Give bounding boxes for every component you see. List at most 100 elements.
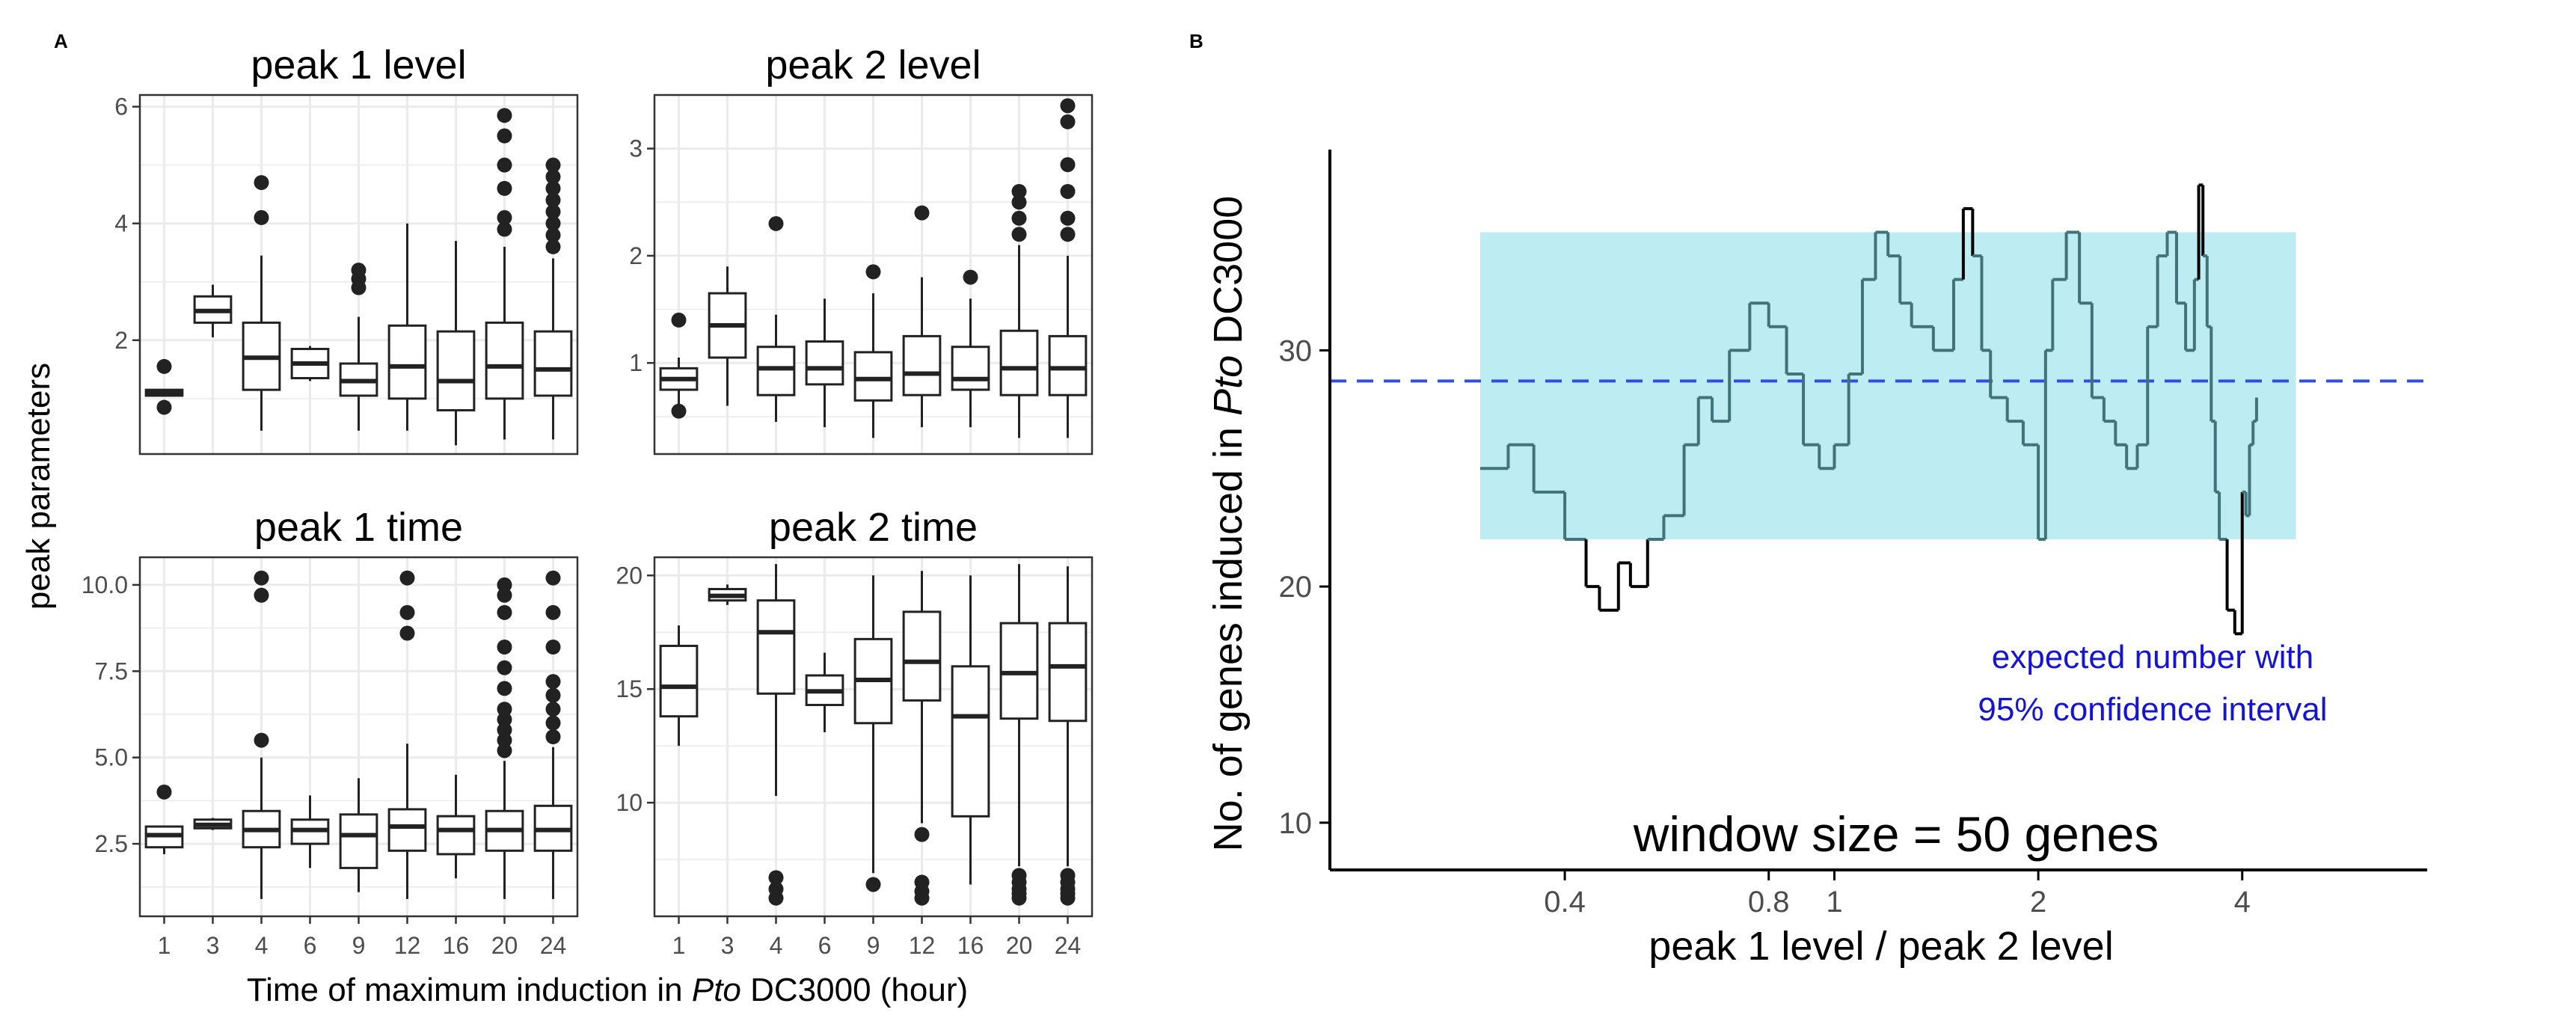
- outlier-point: [156, 784, 172, 800]
- outlier-point: [545, 604, 561, 620]
- panel-a-x-axis-label: Time of maximum induction in Pto DC3000 …: [247, 972, 968, 1008]
- outlier-point: [545, 640, 561, 655]
- panel-b-y-axis-label-italic: Pto: [1206, 355, 1251, 416]
- outlier-point: [545, 204, 561, 220]
- outlier-point: [497, 681, 512, 696]
- outlier-point: [497, 577, 512, 592]
- outlier-point: [399, 570, 415, 586]
- panel-letter-a: A: [54, 30, 68, 52]
- outlier-point: [497, 587, 512, 603]
- outlier-point: [865, 264, 881, 280]
- panel-letter-b: B: [1189, 30, 1203, 52]
- outlier-point: [914, 874, 930, 890]
- facet-title: peak 1 time: [254, 505, 463, 550]
- y-tick-label: 7.5: [95, 657, 128, 684]
- outlier-point: [1011, 227, 1027, 242]
- outlier-point: [545, 570, 561, 586]
- ci-annotation-line-2: 95% confidence interval: [1978, 691, 2327, 728]
- outlier-point: [497, 209, 512, 225]
- outlier-point: [497, 221, 512, 237]
- outlier-point: [497, 702, 512, 717]
- box: [805, 340, 844, 386]
- outlier-point: [497, 660, 512, 675]
- box: [951, 346, 990, 391]
- facet-peak-2-level: peak 2 level 1 2 3: [629, 43, 1094, 456]
- facet-title: peak 2 level: [765, 43, 981, 88]
- confidence-interval-band: [1479, 232, 2296, 539]
- outlier-point: [254, 209, 269, 225]
- outlier-point: [254, 587, 269, 603]
- box: [1048, 334, 1088, 396]
- y-tick-label: 2: [629, 242, 643, 269]
- outlier-point: [1060, 183, 1076, 199]
- panel-border: [653, 94, 1094, 456]
- box: [485, 321, 524, 400]
- outlier-point: [497, 108, 512, 123]
- outlier-point: [768, 215, 784, 231]
- x-tick-label: 1: [672, 932, 686, 959]
- outlier-point: [497, 180, 512, 196]
- outlier-point: [768, 870, 784, 886]
- outlier-point: [545, 715, 561, 731]
- outlier-point: [497, 743, 512, 758]
- box: [436, 815, 476, 856]
- box: [387, 808, 427, 852]
- panel-b-y-axis-label: No. of genes induced in Pto DC3000: [1206, 196, 1251, 852]
- x-tick-label: 1: [1826, 886, 1842, 919]
- x-tick-label: 6: [304, 932, 317, 959]
- x-tick-label: 1: [158, 932, 171, 959]
- facet-peak-1-time: peak 1 time 2.5 5.0 7.5 10.0 1 3 4 6 9 12 16 20 24: [82, 505, 579, 959]
- outlier-point: [497, 722, 512, 738]
- outlier-point: [399, 604, 415, 620]
- y-tick-label: 2.5: [95, 830, 128, 857]
- y-tick-label: 6: [114, 94, 128, 120]
- outlier-point: [1060, 157, 1076, 173]
- x-tick-label: 6: [818, 932, 832, 959]
- y-tick-label: 20: [616, 562, 643, 589]
- panel-a-y-axis-label: peak parameters: [20, 363, 57, 610]
- outlier-point: [254, 175, 269, 191]
- box: [756, 346, 796, 396]
- outlier-point: [497, 128, 512, 144]
- box: [387, 324, 427, 400]
- x-tick-label: 12: [909, 932, 936, 959]
- outlier-point: [1011, 183, 1027, 199]
- y-tick-label: 3: [629, 135, 643, 162]
- outlier-point: [1060, 98, 1076, 114]
- outlier-point: [351, 263, 367, 278]
- outlier-point: [254, 570, 269, 586]
- outlier-point: [671, 403, 687, 419]
- outlier-point: [156, 399, 172, 415]
- outlier-point: [545, 192, 561, 208]
- x-tick-label: 3: [206, 932, 220, 959]
- x-tick-label: 9: [352, 932, 366, 959]
- x-tick-label: 9: [867, 932, 880, 959]
- box: [999, 622, 1039, 720]
- box: [533, 330, 573, 397]
- outlier-point: [545, 687, 561, 703]
- outlier-point: [545, 180, 561, 196]
- x-tick-label: 20: [1006, 932, 1033, 959]
- box: [902, 610, 942, 702]
- box: [756, 599, 796, 695]
- box: [436, 330, 476, 411]
- panel-border: [138, 94, 579, 456]
- x-tick-label: 24: [540, 932, 567, 959]
- outlier-point: [671, 312, 687, 328]
- x-tick-label: 24: [1055, 932, 1082, 959]
- panel-b-x-axis-label: peak 1 level / peak 2 level: [1649, 924, 2113, 969]
- outlier-point: [914, 205, 930, 221]
- panel-b-sliding-window-plot: 10 20 30 0.4 0.8 1 2 4: [1279, 150, 2427, 919]
- outlier-point: [1060, 210, 1076, 226]
- y-tick-label: 5.0: [95, 744, 128, 771]
- x-tick-label: 4: [2234, 886, 2251, 919]
- panel-b-y-axis-label-prefix: No. of genes induced in: [1206, 416, 1251, 851]
- outlier-point: [399, 625, 415, 641]
- y-tick-label: 1: [629, 349, 643, 376]
- y-tick-label: 10: [1279, 807, 1313, 840]
- outlier-point: [865, 877, 881, 892]
- outlier-point: [545, 227, 561, 243]
- outlier-point: [768, 881, 784, 897]
- y-tick-label: 15: [616, 675, 643, 702]
